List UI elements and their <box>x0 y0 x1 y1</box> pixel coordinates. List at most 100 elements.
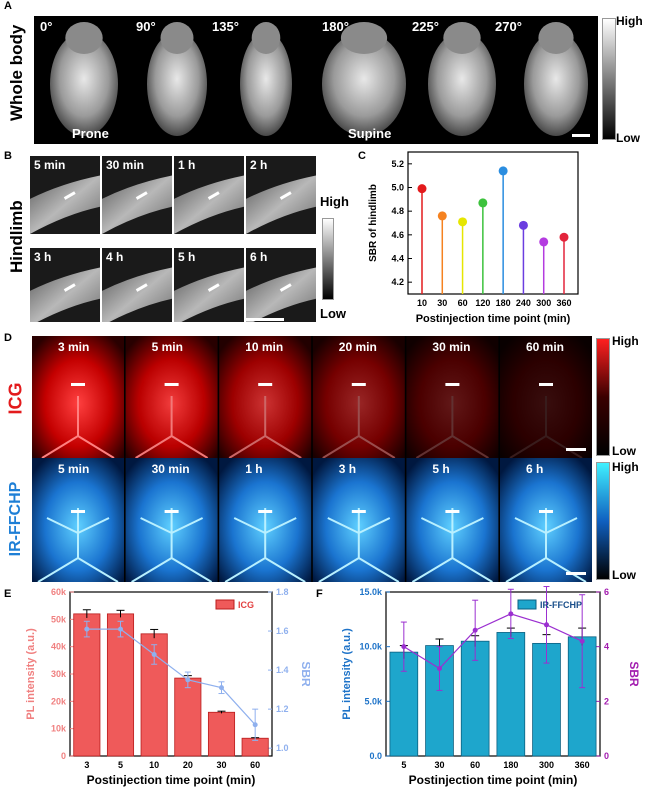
icg-roi-marker <box>445 383 460 386</box>
ffchp-time-label: 1 h <box>245 462 263 476</box>
xtick-label: 180 <box>503 760 518 770</box>
right-ytick-label: 1.8 <box>276 587 289 597</box>
ffchp-image-strip <box>32 458 592 583</box>
hindlimb-time-label: 5 min <box>34 158 66 172</box>
icg-time-label: 30 min <box>432 340 471 354</box>
left-ytick-label: 20k <box>51 696 67 706</box>
sbr-point <box>579 638 585 644</box>
icg-tile-bg <box>500 336 592 458</box>
chart-c-point <box>458 217 468 227</box>
mouse-body-0 <box>50 32 118 136</box>
mouse-head-4 <box>443 22 481 54</box>
icg-time-label: 20 min <box>338 340 377 354</box>
left-ytick-label: 60k <box>51 587 67 597</box>
angle-label-5: 270° <box>495 19 522 34</box>
icg-tile <box>312 336 405 459</box>
chart-c-xtick-label: 10 <box>417 298 427 308</box>
mouse-body-4 <box>428 32 496 136</box>
chart-c-ytick-label: 4.6 <box>391 230 404 240</box>
chart-c-xtick-label: 180 <box>496 298 511 308</box>
hindlimb-leg <box>30 267 100 326</box>
prone-label: Prone <box>72 126 109 141</box>
angle-label-4: 225° <box>412 19 439 34</box>
ffchp-vessel <box>318 508 400 583</box>
xtick-label: 30 <box>216 760 226 770</box>
right-ytick-label: 1.2 <box>276 704 289 714</box>
chart-xlabel: Postinjection time point (min) <box>409 773 578 787</box>
icg-vessel <box>322 396 396 459</box>
chart-frame <box>385 591 601 757</box>
icg-tile <box>500 336 592 459</box>
panel-a-row-label: Whole body <box>7 24 26 121</box>
icg-roi-marker <box>258 383 273 386</box>
left-ytick-label: 0 <box>61 751 66 761</box>
panel-f-letter: F <box>316 588 323 600</box>
xtick-label: 60 <box>470 760 480 770</box>
panel-a-colorbar-high: High <box>616 14 643 28</box>
chart-y2label: SBR <box>627 661 641 687</box>
ffchp-intensity-sbr-chart: 0.0 5.0k 10.0k 15.0k 0 2 4 6 5 30 60 180 300 360 IR-FF… <box>341 586 641 787</box>
chart-c-ytick-label: 5.0 <box>391 183 404 193</box>
hindlimb-time-label: 4 h <box>106 250 124 264</box>
icg-vessel <box>41 396 115 459</box>
icg-roi-marker <box>164 383 179 386</box>
sbr-point <box>401 644 407 650</box>
hindlimb-time-label: 30 min <box>106 158 145 172</box>
chart-c-xtick-label: 360 <box>556 298 571 308</box>
left-ytick-label: 30k <box>51 669 67 679</box>
ffchp-row-label: IR-FFCHP <box>7 481 24 557</box>
right-ytick-label: 1.0 <box>276 743 289 753</box>
left-ytick-label: 0.0 <box>369 751 382 761</box>
chart-c-ytick-label: 4.2 <box>391 277 404 287</box>
icg-roi-marker <box>71 383 85 386</box>
icg-time-label: 60 min <box>526 340 565 354</box>
chart-c-point <box>417 184 427 194</box>
sbr-point <box>437 666 442 672</box>
icg-tile <box>32 336 124 459</box>
right-ytick-label: 0 <box>604 751 609 761</box>
left-ytick-label: 40k <box>51 642 67 652</box>
xtick-label: 5 <box>118 760 123 770</box>
icg-tile <box>219 336 312 459</box>
right-ytick-label: 4 <box>604 642 609 652</box>
chart-c-xtick-label: 60 <box>458 298 468 308</box>
intensity-bar <box>73 613 101 757</box>
icg-time-label: 3 min <box>58 340 90 354</box>
ffchp-time-label: 6 h <box>526 462 544 476</box>
icg-time-label: 10 min <box>245 340 284 354</box>
legend-swatch <box>517 599 537 610</box>
ffchp-scale-bar <box>566 572 586 575</box>
chart-c-point <box>559 232 569 242</box>
sbr-point <box>118 626 123 632</box>
icg-colorbar-high: High <box>612 334 639 348</box>
sbr-line <box>403 613 583 670</box>
right-ytick-label: 1.6 <box>276 626 289 636</box>
hindlimb-leg <box>102 175 172 234</box>
mouse-head-3 <box>340 22 388 54</box>
sbr-point <box>252 722 258 728</box>
ffchp-vessel <box>37 508 119 583</box>
ffchp-roi-marker <box>351 510 366 513</box>
whole-body-silhouettes <box>50 22 588 136</box>
panel-b-row-label: Hindlimb <box>7 200 26 273</box>
icg-tile-bg <box>406 336 499 458</box>
sbr-point <box>472 627 478 633</box>
vessel-marker <box>63 191 76 200</box>
chart-c-ytick-label: 5.2 <box>391 159 404 169</box>
mouse-body-3 <box>322 32 406 136</box>
chart-c-frame <box>407 151 579 295</box>
hindlimb-leg <box>174 175 244 234</box>
chart-c-ylabel: SBR of hindlimb <box>368 184 379 262</box>
sbr-point <box>185 677 191 683</box>
ffchp-roi-marker <box>539 510 553 513</box>
sbr-point <box>151 651 157 657</box>
panel-a-colorbar-low: Low <box>616 131 640 145</box>
chart-c-point <box>478 198 488 208</box>
icg-colorbar <box>596 338 610 456</box>
legend-swatch <box>215 599 235 610</box>
angle-label-2: 135° <box>212 19 239 34</box>
vessel-marker <box>279 191 292 200</box>
icg-intensity-sbr-chart: 0 10k 20k 30k 40k 50k 60k 1.0 1.2 1.4 1.6 1.8 3 5 10 20… <box>25 587 310 787</box>
left-ytick-label: 50k <box>51 614 67 624</box>
legend-label: ICG <box>238 600 254 610</box>
